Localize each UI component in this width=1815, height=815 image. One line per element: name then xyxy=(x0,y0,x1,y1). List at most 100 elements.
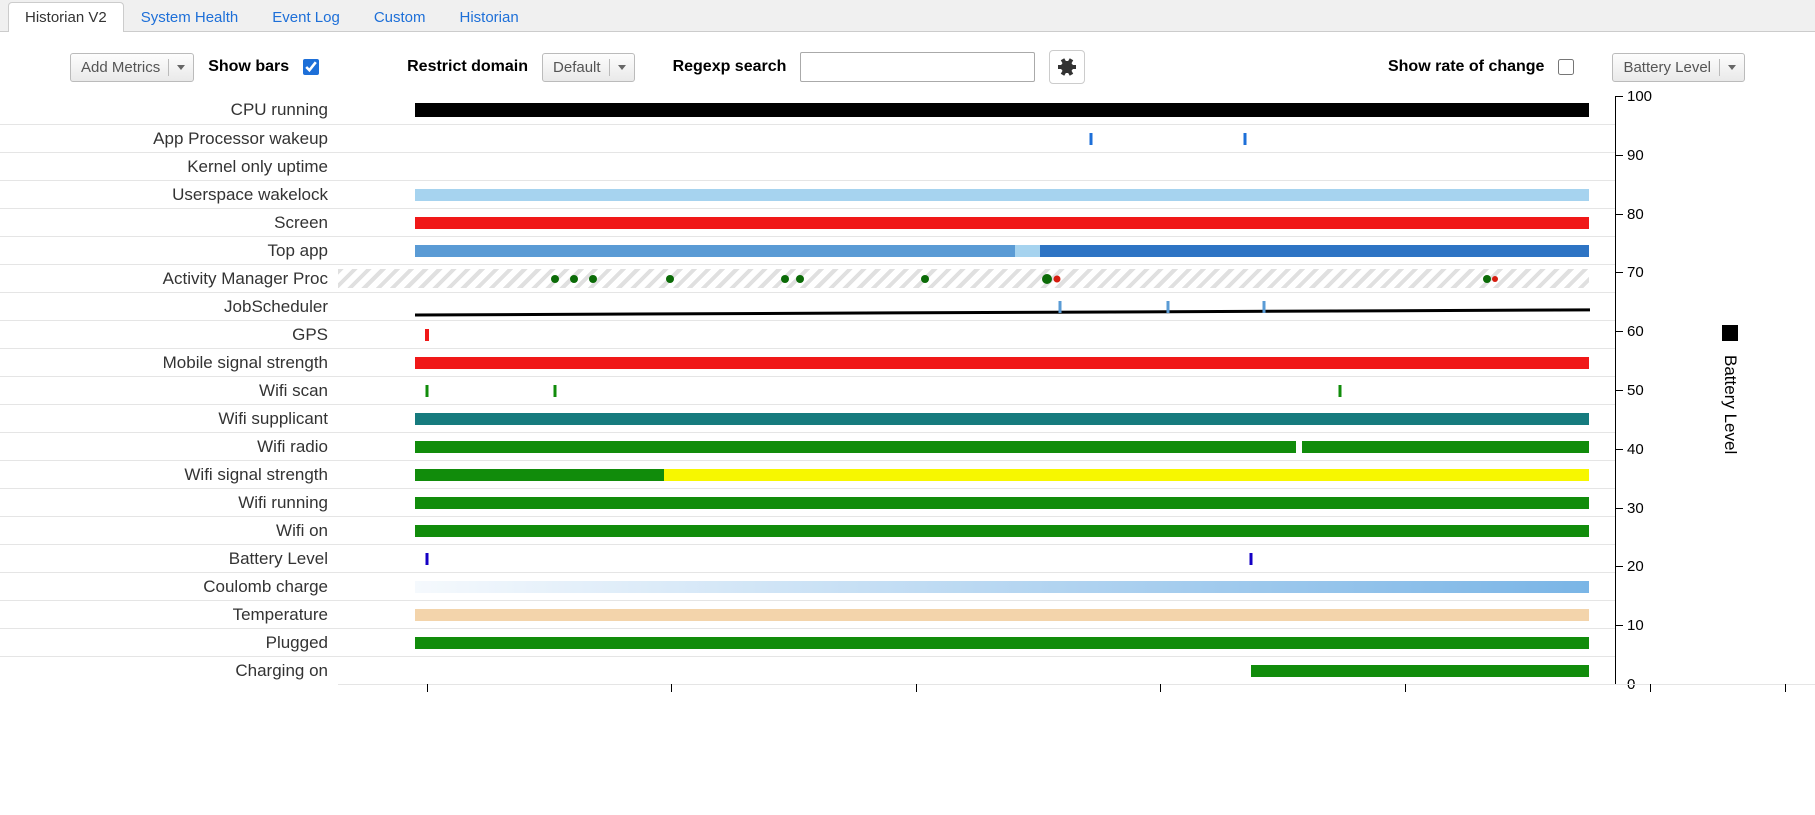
metric-row: Charging on xyxy=(0,656,1615,684)
chart-rows: CPU running App Processor wakeup Kernel on… xyxy=(0,96,1615,684)
segment xyxy=(415,497,1590,509)
metric-row: Mobile signal strength xyxy=(0,348,1615,376)
event-dot xyxy=(796,275,804,283)
metric-track[interactable] xyxy=(338,265,1615,292)
metric-row: Battery Level xyxy=(0,544,1615,572)
regexp-input[interactable] xyxy=(800,52,1035,82)
segment xyxy=(415,217,1590,229)
segment xyxy=(415,609,1590,621)
y-tick: 100 xyxy=(1615,88,1652,105)
show-bars-checkbox[interactable] xyxy=(303,59,319,75)
metric-label[interactable]: JobScheduler xyxy=(0,297,338,317)
metric-label[interactable]: Screen xyxy=(0,213,338,233)
segment xyxy=(415,245,1015,257)
metric-track[interactable] xyxy=(338,209,1615,236)
metric-track[interactable] xyxy=(338,237,1615,264)
metric-track[interactable] xyxy=(338,96,1615,124)
metric-label[interactable]: Wifi scan xyxy=(0,381,338,401)
series-value: Battery Level xyxy=(1623,59,1711,76)
metric-label[interactable]: Top app xyxy=(0,241,338,261)
metric-label[interactable]: Coulomb charge xyxy=(0,577,338,597)
x-tick xyxy=(1160,684,1161,692)
metric-track[interactable] xyxy=(338,405,1615,432)
metric-track[interactable] xyxy=(338,293,1615,320)
metric-track[interactable] xyxy=(338,321,1615,348)
metric-track[interactable] xyxy=(338,181,1615,208)
domain-select[interactable]: Default xyxy=(542,53,635,82)
x-tick xyxy=(916,684,917,692)
metric-row: Userspace wakelock xyxy=(0,180,1615,208)
domain-value: Default xyxy=(553,59,601,76)
metric-track[interactable] xyxy=(338,601,1615,628)
metric-label[interactable]: Kernel only uptime xyxy=(0,157,338,177)
metric-track[interactable] xyxy=(338,433,1615,460)
segment xyxy=(664,469,1590,481)
metric-row: Coulomb charge xyxy=(0,572,1615,600)
event-dot xyxy=(570,275,578,283)
segment xyxy=(415,525,1590,537)
metric-track[interactable] xyxy=(338,489,1615,516)
metric-track[interactable] xyxy=(338,125,1615,152)
metric-label[interactable]: Charging on xyxy=(0,661,338,681)
x-tick xyxy=(1405,684,1406,692)
metric-track[interactable] xyxy=(338,517,1615,544)
event-tick xyxy=(1090,133,1093,145)
add-metrics-caret[interactable] xyxy=(168,59,193,76)
tab-historian-v2[interactable]: Historian V2 xyxy=(8,2,124,32)
metric-label[interactable]: CPU running xyxy=(0,100,338,120)
tab-custom[interactable]: Custom xyxy=(357,2,443,32)
metric-row: Wifi on xyxy=(0,516,1615,544)
metric-row: GPS xyxy=(0,320,1615,348)
event-tick xyxy=(1262,301,1265,313)
metric-track[interactable] xyxy=(338,545,1615,572)
metric-label[interactable]: Wifi radio xyxy=(0,437,338,457)
regexp-label: Regexp search xyxy=(673,58,787,76)
metric-label[interactable]: Plugged xyxy=(0,633,338,653)
rate-checkbox[interactable] xyxy=(1558,59,1574,75)
metric-track[interactable] xyxy=(338,629,1615,656)
y-tick: 90 xyxy=(1615,147,1644,164)
metric-track[interactable] xyxy=(338,349,1615,376)
event-tick xyxy=(1058,301,1061,313)
add-metrics-label: Add Metrics xyxy=(81,59,160,76)
x-tick xyxy=(427,684,428,692)
metric-label[interactable]: Mobile signal strength xyxy=(0,353,338,373)
tab-historian[interactable]: Historian xyxy=(443,2,536,32)
metric-label[interactable]: Battery Level xyxy=(0,549,338,569)
domain-caret[interactable] xyxy=(609,59,634,76)
metric-label[interactable]: Temperature xyxy=(0,605,338,625)
metric-track[interactable] xyxy=(338,153,1615,180)
metric-track[interactable] xyxy=(338,657,1615,684)
add-metrics-button[interactable]: Add Metrics xyxy=(70,53,194,82)
metric-label[interactable]: Wifi supplicant xyxy=(0,409,338,429)
event-tick xyxy=(554,385,557,397)
event-tick xyxy=(1339,385,1342,397)
metric-row: Top app xyxy=(0,236,1615,264)
restrict-domain-label: Restrict domain xyxy=(407,58,528,76)
segment xyxy=(415,189,1590,201)
event-dot xyxy=(921,275,929,283)
tab-event-log[interactable]: Event Log xyxy=(255,2,357,32)
event-dot xyxy=(589,275,597,283)
event-dot xyxy=(1492,276,1498,282)
gradient-segment xyxy=(415,581,1590,593)
metric-row: Activity Manager Proc xyxy=(0,264,1615,292)
metric-track[interactable] xyxy=(338,573,1615,600)
metric-track[interactable] xyxy=(338,377,1615,404)
x-axis-ticks xyxy=(338,684,1815,696)
metric-label[interactable]: GPS xyxy=(0,325,338,345)
metric-label[interactable]: Wifi running xyxy=(0,493,338,513)
series-caret[interactable] xyxy=(1719,59,1744,76)
metric-label[interactable]: App Processor wakeup xyxy=(0,129,338,149)
metric-label[interactable]: Wifi on xyxy=(0,521,338,541)
tab-system-health[interactable]: System Health xyxy=(124,2,256,32)
series-select[interactable]: Battery Level xyxy=(1612,53,1745,82)
segment xyxy=(1251,665,1589,677)
settings-button[interactable] xyxy=(1049,50,1085,84)
metric-label[interactable]: Userspace wakelock xyxy=(0,185,338,205)
metric-track[interactable] xyxy=(338,461,1615,488)
metric-label[interactable]: Activity Manager Proc xyxy=(0,269,338,289)
tab-bar: Historian V2System HealthEvent LogCustom… xyxy=(0,0,1815,32)
metric-label[interactable]: Wifi signal strength xyxy=(0,465,338,485)
trend-line xyxy=(415,308,1590,316)
